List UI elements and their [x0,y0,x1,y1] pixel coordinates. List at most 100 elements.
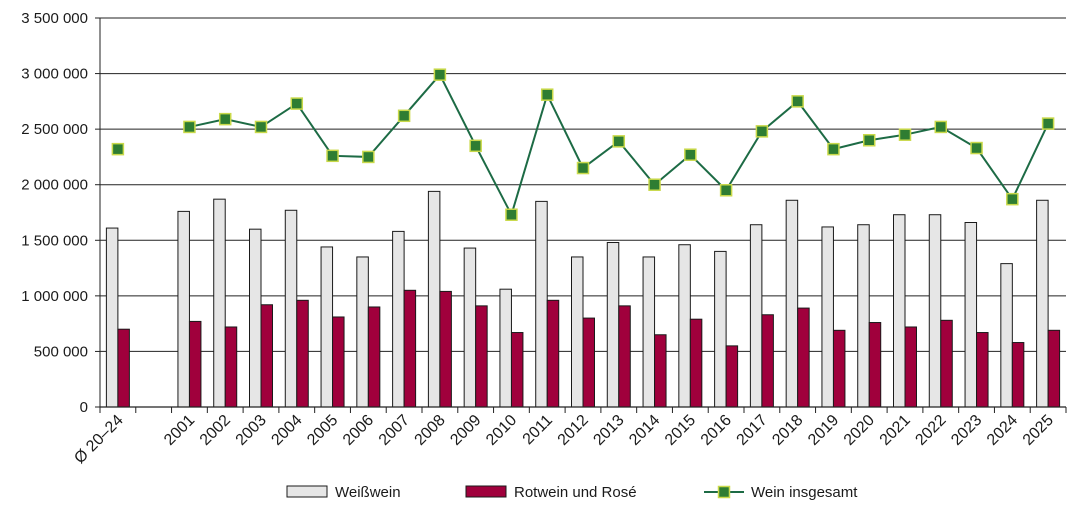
x-tick-label: 2011 [520,412,556,448]
bar-weisswein [678,244,691,408]
bar-weisswein [356,256,369,408]
bar-weisswein [571,256,584,408]
bar-weisswein [105,227,119,408]
bar-weisswein [249,228,262,408]
bar-rotwein-rose [296,299,309,408]
bar-weisswein [606,242,620,408]
bar-rotwein-rose [1047,329,1061,408]
bar-rotwein-rose [868,322,882,408]
x-tick-label: 2006 [340,412,377,449]
point-wein-insgesamt [719,184,733,197]
x-tick-label: 2015 [662,412,699,449]
y-tick-label: 0 [80,399,88,416]
x-tick-label: 2013 [590,412,627,449]
point-wein-insgesamt [469,139,482,153]
point-wein-insgesamt [397,109,411,123]
y-tick-label: 3 000 000 [21,66,88,83]
bar-weisswein [320,246,334,408]
bar-rotwein-rose [976,332,989,408]
x-tick-label: 2008 [412,412,449,449]
x-tick-label: Ø 20–24 [71,412,126,467]
y-tick-label: 2 000 000 [21,177,88,194]
point-wein-insgesamt [827,142,840,156]
bar-weisswein [857,224,870,408]
point-wein-insgesamt [970,141,983,155]
point-wein-insgesamt [755,125,769,138]
x-tick-label: 2022 [912,412,949,449]
point-wein-insgesamt [898,128,912,141]
bar-weisswein [213,198,226,408]
point-wein-insgesamt [648,178,661,191]
y-tick-label: 500 000 [34,343,88,360]
axes [99,18,1067,413]
bar-rotwein-rose [832,329,846,408]
point-wein-insgesamt [111,142,125,156]
bar-rotwein-rose [188,320,202,408]
bar-weisswein [785,199,799,408]
point-wein-insgesamt [254,120,268,134]
bar-weisswein [499,288,512,408]
bar-weisswein [642,256,656,408]
x-axis-ticks: Ø 20–24 200120022003200420052006200720082… [71,412,1057,468]
point-wein-insgesamt [862,134,876,147]
point-wein-insgesamt [791,95,804,108]
legend-label-wein-insgesamt: Wein insgesamt [751,484,858,501]
y-tick-label: 3 500 000 [21,10,88,27]
bar-rotwein-rose [546,299,560,408]
bar-rotwein-rose [654,334,667,408]
bar-weisswein [749,224,763,408]
legend-label-rotwein-rose: Rotwein und Rosé [514,484,637,501]
legend-marker-wein-insgesamt [717,485,731,499]
bar-weisswein [821,226,834,408]
point-wein-insgesamt [934,120,948,134]
x-tick-label: 2002 [197,412,234,449]
point-wein-insgesamt [540,88,554,101]
bar-weisswein [1036,199,1049,408]
bar-weisswein [427,190,441,408]
bar-weisswein [928,214,942,408]
bar-rotwein-rose [367,306,381,408]
bar-weisswein [535,200,548,408]
bar-weisswein [463,247,477,408]
bar-rotwein-rose [117,328,130,408]
bar-weisswein [1000,263,1013,408]
bar-rotwein-rose [904,326,917,408]
point-wein-insgesamt [1041,117,1055,130]
bar-rotwein-rose [582,317,595,408]
x-tick-label: 2009 [447,412,484,449]
y-axis-ticks: 0 500 000 1 000 000 1 500 000 2 000 000 2 500… [21,10,100,416]
y-tick-label: 1 000 000 [21,288,88,305]
bar-weisswein [284,209,298,408]
point-wein-insgesamt [612,135,626,148]
x-tick-label: 2005 [304,412,341,449]
x-tick-label: 2017 [734,412,771,449]
x-tick-label: 2023 [948,412,985,449]
bar-rotwein-rose [725,345,739,408]
bar-weisswein [893,214,906,408]
legend: Weißwein Rotwein und Rosé Wein insgesamt [286,484,858,501]
bar-weisswein [392,230,405,408]
bar-rotwein-rose [1011,342,1025,408]
x-tick-label: 2021 [877,412,914,449]
bar-rotwein-rose [224,326,238,408]
point-wein-insgesamt [505,208,518,221]
bar-weisswein [714,250,727,408]
bar-rotwein-rose [439,290,452,408]
x-tick-label: 2007 [376,412,413,449]
bars [105,190,1061,408]
total-line [111,68,1055,221]
x-tick-label: 2024 [984,412,1021,449]
x-tick-label: 2003 [233,412,270,449]
point-wein-insgesamt [684,148,697,161]
x-tick-label: 2018 [769,412,806,449]
x-tick-label: 2019 [805,412,842,449]
bar-weisswein [964,222,978,408]
y-tick-label: 2 500 000 [21,121,88,138]
y-tick-label: 1 500 000 [21,232,88,249]
bar-rotwein-rose [761,314,774,408]
bar-rotwein-rose [510,332,524,408]
x-tick-label: 2016 [698,412,735,449]
point-wein-insgesamt [362,150,375,164]
x-tick-label: 2014 [626,412,663,449]
